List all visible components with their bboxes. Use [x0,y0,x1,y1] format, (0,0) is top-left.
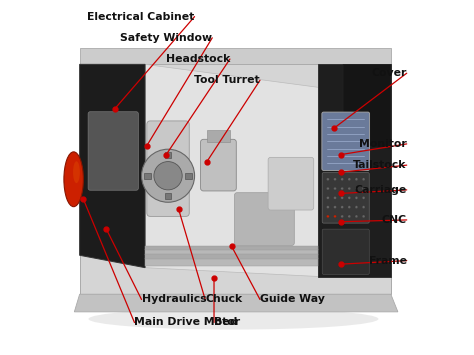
FancyBboxPatch shape [88,112,138,190]
Circle shape [362,196,365,199]
Text: Carriage: Carriage [355,185,407,195]
Circle shape [355,215,358,218]
Circle shape [327,187,329,190]
Circle shape [327,178,329,181]
Polygon shape [343,64,391,149]
Text: Safety Window: Safety Window [120,33,212,43]
FancyBboxPatch shape [147,121,189,217]
Text: Electrical Cabinet: Electrical Cabinet [87,12,194,22]
Text: Main Drive Motor: Main Drive Motor [135,317,241,327]
Circle shape [355,196,358,199]
Circle shape [355,206,358,208]
Circle shape [334,178,337,181]
Bar [165,193,171,200]
Circle shape [327,206,329,208]
Text: Frame: Frame [369,256,407,266]
Polygon shape [80,64,145,268]
Circle shape [362,215,365,218]
Text: Chuck: Chuck [205,295,242,305]
Circle shape [142,149,194,202]
Circle shape [334,215,337,218]
Text: Monitor: Monitor [359,139,407,149]
Bar [185,173,192,179]
Text: Tailstock: Tailstock [353,160,407,170]
Circle shape [334,187,337,190]
FancyBboxPatch shape [322,229,369,274]
Ellipse shape [89,308,378,329]
Polygon shape [80,48,391,64]
FancyBboxPatch shape [201,139,237,191]
Polygon shape [319,64,391,277]
Circle shape [327,196,329,199]
Text: Headstock: Headstock [166,54,230,64]
Circle shape [355,187,358,190]
Ellipse shape [73,161,80,183]
Circle shape [341,187,344,190]
Polygon shape [145,64,319,277]
Circle shape [341,196,344,199]
Circle shape [362,187,365,190]
Circle shape [154,162,182,190]
Text: Hydraulics: Hydraulics [142,295,206,305]
Text: Cover: Cover [371,68,407,78]
Polygon shape [74,294,398,312]
Circle shape [334,196,337,199]
Text: Guide Way: Guide Way [260,295,325,305]
Circle shape [334,206,337,208]
Ellipse shape [64,152,83,207]
Text: Bed: Bed [214,317,237,327]
Bar [145,173,151,179]
Text: CNC: CNC [382,215,407,225]
FancyBboxPatch shape [322,112,370,170]
Bar [207,130,230,142]
Circle shape [348,187,351,190]
Bar [145,249,319,255]
FancyBboxPatch shape [235,193,294,245]
Circle shape [362,178,365,181]
Text: Tool Turret: Tool Turret [194,75,260,85]
Circle shape [341,206,344,208]
Bar [145,253,319,259]
Polygon shape [80,64,391,294]
Circle shape [348,215,351,218]
Circle shape [348,178,351,181]
Circle shape [348,196,351,199]
Bar [145,246,319,250]
Circle shape [348,206,351,208]
Circle shape [327,215,329,218]
FancyBboxPatch shape [322,173,369,223]
Circle shape [355,178,358,181]
FancyBboxPatch shape [268,157,314,210]
Bar [145,258,319,266]
Circle shape [341,215,344,218]
Circle shape [362,206,365,208]
Bar [165,152,171,158]
Circle shape [341,178,344,181]
